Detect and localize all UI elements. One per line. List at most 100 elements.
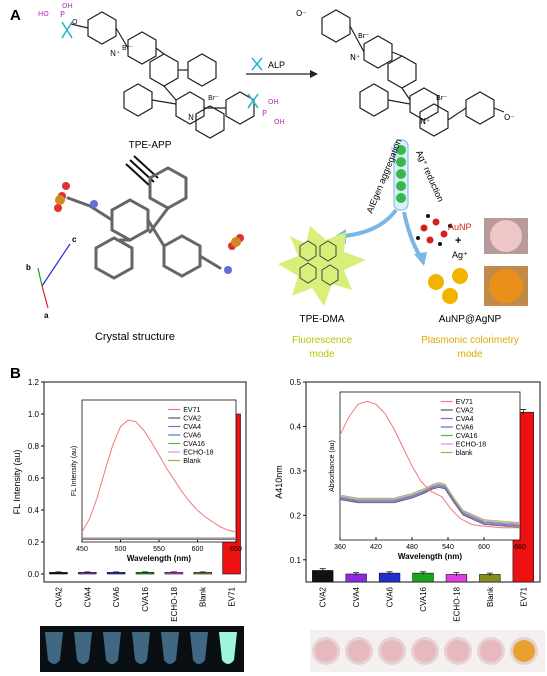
- tube: [74, 632, 92, 664]
- spectrum-line: [339, 485, 521, 527]
- crystal-link-lines: [125, 155, 159, 187]
- y-tick-label: 0.2: [290, 511, 302, 520]
- legend-entry: CVA16: [183, 441, 205, 448]
- fluorescence-mode-line2: mode: [309, 349, 334, 360]
- x-tick-label: EV71: [519, 586, 528, 606]
- ag-plus-label: Ag⁺: [452, 250, 468, 260]
- phenyl-ring: [195, 105, 225, 139]
- panel-label-a: A: [10, 7, 21, 24]
- y-tick-label: 1.0: [28, 410, 40, 419]
- x-tick-label: ECHO-18: [452, 586, 461, 621]
- inset-x-tick-label: 420: [370, 544, 382, 551]
- inset-x-tick-label: 480: [406, 544, 418, 551]
- x-tick-label: CVA6: [112, 586, 121, 607]
- fluorescence-mode-line1: Fluorescence: [292, 335, 352, 346]
- spectrum-line: [339, 484, 521, 525]
- phenyl-ring: [123, 83, 153, 117]
- tube: [190, 632, 208, 664]
- y-tick-label: 0.6: [28, 474, 40, 483]
- inset-x-tick-label: 540: [442, 544, 454, 551]
- crystal-atoms: [54, 182, 244, 274]
- well: [414, 640, 436, 662]
- o-minus-label: O⁻: [504, 113, 515, 122]
- legend-entry: CVA2: [183, 416, 201, 423]
- y-tick-label: 0.4: [28, 506, 40, 515]
- y-tick-label: 0.2: [28, 538, 40, 547]
- inset-x-axis-label: Wavelength (nm): [127, 554, 191, 563]
- well: [348, 640, 370, 662]
- x-tick-label: CVA4: [83, 586, 92, 607]
- aggregate-beads: [393, 139, 409, 211]
- x-tick-label: CVA2: [54, 586, 63, 607]
- tube: [132, 632, 150, 664]
- tpe-dma-molecule: [299, 240, 339, 286]
- crystal-label: Crystal structure: [95, 331, 175, 343]
- y-tick-label: 0.1: [290, 556, 302, 565]
- inset-x-tick-label: 650: [230, 546, 242, 553]
- tube: [161, 632, 179, 664]
- tube: [45, 632, 63, 664]
- inset-x-axis-label: Wavelength (nm): [398, 552, 462, 561]
- spectrum-line-ev71: [81, 419, 237, 533]
- y-tick-label: 0.4: [290, 422, 302, 431]
- x-tick-label: CVA16: [419, 586, 428, 611]
- inset-x-tick-label: 500: [115, 546, 127, 553]
- scissors-icon: [251, 57, 263, 71]
- colorimetry-mode-line2: mode: [457, 349, 482, 360]
- panel-label-b: B: [10, 365, 21, 382]
- x-tick-label: ECHO-18: [170, 586, 179, 621]
- phenyl-ring: [387, 55, 417, 89]
- well: [315, 640, 337, 662]
- well: [447, 640, 469, 662]
- phenyl-ring: [87, 11, 117, 45]
- phenyl-ring: [363, 35, 393, 69]
- x-tick-label: CVA2: [319, 586, 328, 607]
- n-plus-label: N⁺: [420, 117, 430, 126]
- inset-x-tick-label: 600: [478, 544, 490, 551]
- phenyl-ring: [465, 91, 495, 125]
- tube: [103, 632, 121, 664]
- phenyl-ring: [409, 87, 439, 121]
- o-label: O: [72, 18, 78, 26]
- crystal-structure: [66, 166, 222, 280]
- phenyl-ring: [127, 31, 157, 65]
- inset-frame: [81, 399, 237, 543]
- spectrum-line-ev71: [339, 400, 520, 529]
- phenyl-ring: [149, 53, 179, 87]
- alp-arrowhead: [310, 70, 318, 78]
- legend-entry: CVA4: [456, 416, 474, 423]
- inset-frame: [339, 391, 521, 541]
- x-tick-label: EV71: [228, 586, 237, 606]
- x-tick-label: Blank: [199, 586, 208, 607]
- colorimetry-arrow: [402, 211, 422, 258]
- legend-entry: CVA6: [456, 425, 474, 432]
- legend-entry: ECHO-18: [456, 442, 486, 449]
- crystal-axes: [37, 243, 71, 309]
- x-tick-label: CVA6: [386, 586, 395, 607]
- phenyl-ring: [419, 103, 449, 137]
- axis-c-label: c: [72, 235, 77, 244]
- scissors-icon: [61, 21, 73, 39]
- inset-y-axis-label: FL Intensity (au): [71, 446, 78, 496]
- br-minus-label: Br⁻: [208, 94, 220, 102]
- colorimetry-mode-line1: Plasmonic colorimetry: [421, 335, 519, 346]
- inset-x-tick-label: 660: [514, 544, 526, 551]
- axis-a-label: a: [44, 311, 49, 320]
- oh-label: OH: [274, 118, 285, 126]
- oh-label: OH: [268, 98, 279, 106]
- y-tick-label: 1.2: [28, 378, 40, 387]
- legend-entry: CVA6: [183, 433, 201, 440]
- phenyl-ring: [225, 91, 255, 125]
- scissors-icon: [247, 93, 259, 109]
- legend-entry: CVA4: [183, 424, 201, 431]
- spectrum-line: [339, 484, 521, 526]
- y-axis-label: A410nm: [274, 465, 284, 499]
- aunp-label: AuNP: [448, 222, 472, 232]
- y-axis-label: FL Intensity (au): [12, 450, 22, 515]
- inset-x-tick-label: 450: [76, 546, 88, 553]
- legend-entry: EV71: [456, 399, 473, 406]
- oh-label: OH: [62, 2, 73, 10]
- phenyl-ring: [175, 91, 205, 125]
- fl-intensity-chart: 0.0 0.2 0.4 0.6 0.8 1.0 1.2 FL Intensity (au) CV…: [12, 378, 247, 622]
